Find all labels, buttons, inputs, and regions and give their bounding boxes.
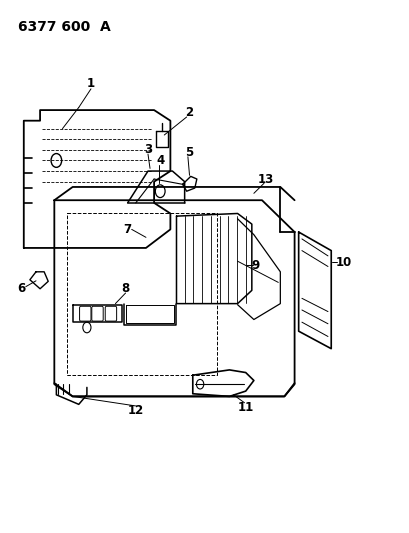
Text: 9: 9 xyxy=(251,259,259,272)
Text: 11: 11 xyxy=(237,400,253,414)
Text: 10: 10 xyxy=(335,256,351,269)
Text: 4: 4 xyxy=(156,154,164,167)
Text: 1: 1 xyxy=(87,77,95,90)
Text: 3: 3 xyxy=(144,143,152,156)
Text: 8: 8 xyxy=(121,282,129,295)
Text: 12: 12 xyxy=(127,404,144,417)
Text: 13: 13 xyxy=(257,173,274,185)
Text: 7: 7 xyxy=(123,223,131,236)
Text: 5: 5 xyxy=(184,146,192,159)
Text: 2: 2 xyxy=(184,106,192,119)
Text: 6: 6 xyxy=(17,282,25,295)
Text: 6377 600  A: 6377 600 A xyxy=(18,20,110,34)
